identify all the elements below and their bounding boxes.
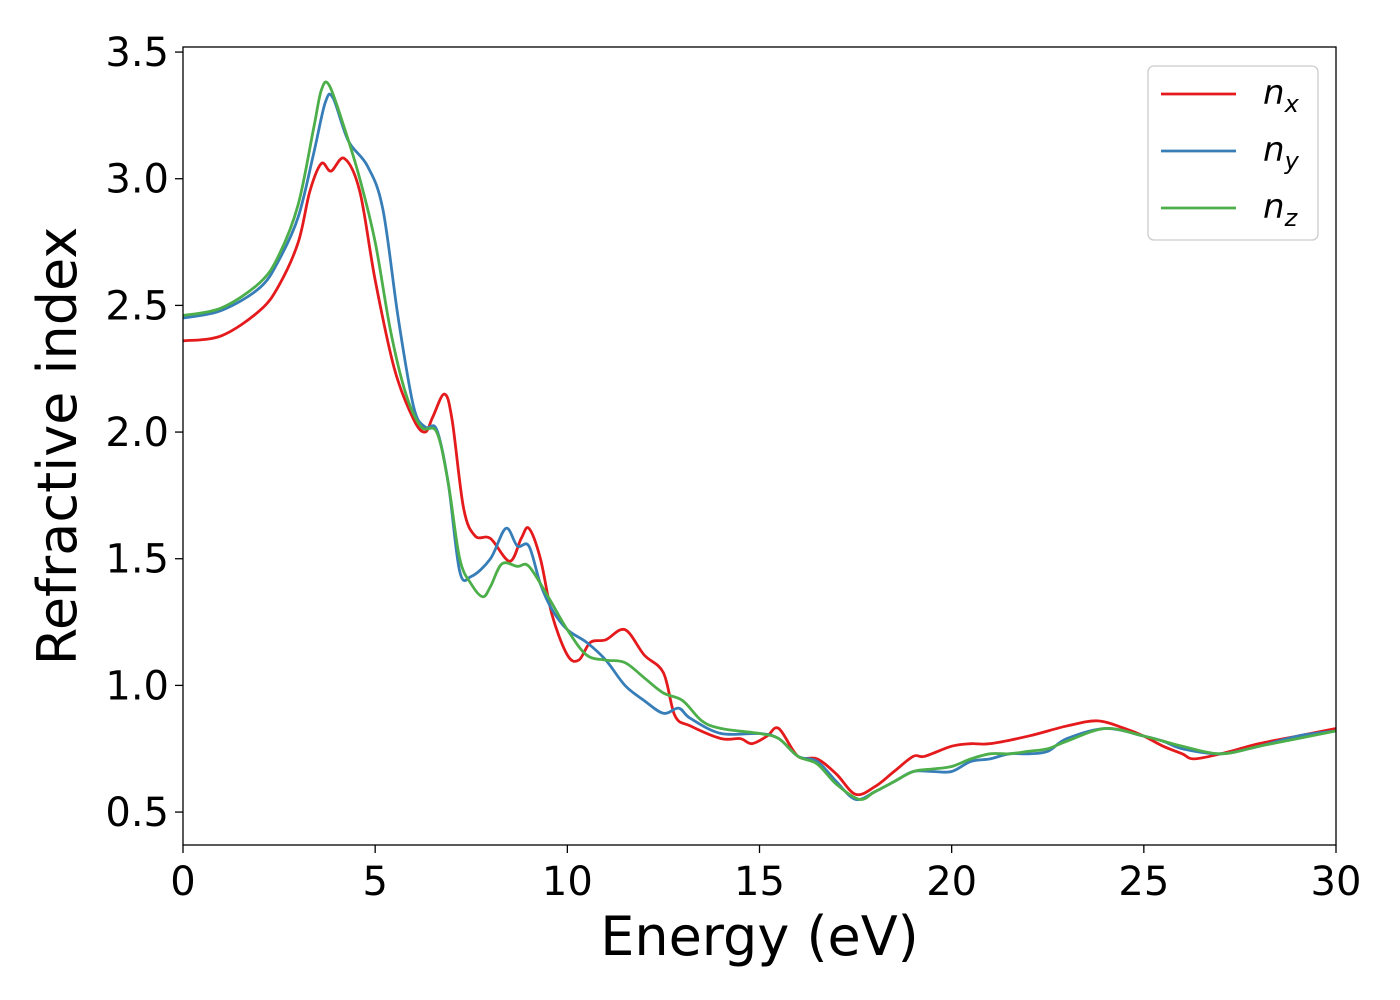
x-axis-ticks: 0 5 10 15 20 25 30 [170, 845, 1361, 905]
y-axis-title: Refractive index [26, 227, 89, 666]
x-tick-label: 30 [1311, 859, 1362, 905]
plot-lines [183, 80, 1336, 802]
series-line-n-x [183, 156, 1336, 797]
legend-label-y: ny [1263, 130, 1300, 175]
x-tick-label: 15 [734, 859, 785, 905]
y-tick-label: 3.0 [105, 157, 169, 203]
series-line-n-z [183, 80, 1336, 801]
series-line-n-y [183, 92, 1336, 802]
x-tick-label: 10 [542, 859, 593, 905]
x-axis-title: Energy (eV) [600, 905, 919, 968]
legend-label-x: nx [1263, 73, 1300, 118]
y-tick-label: 0.5 [105, 790, 169, 836]
y-tick-label: 3.5 [105, 30, 169, 76]
legend-label-z: nz [1263, 187, 1299, 232]
x-tick-label: 25 [1118, 859, 1169, 905]
y-tick-label: 2.0 [105, 410, 169, 456]
legend-box [1147, 65, 1319, 241]
y-tick-label: 1.5 [105, 537, 169, 583]
y-tick-label: 1.0 [105, 663, 169, 709]
x-tick-label: 0 [170, 859, 195, 905]
legend: nx ny nz [1147, 65, 1319, 241]
y-axis-ticks: 0.5 1.0 1.5 2.0 2.5 3.0 3.5 [105, 30, 183, 836]
x-tick-label: 20 [926, 859, 977, 905]
x-tick-label: 5 [362, 859, 387, 905]
y-tick-label: 2.5 [105, 283, 169, 329]
